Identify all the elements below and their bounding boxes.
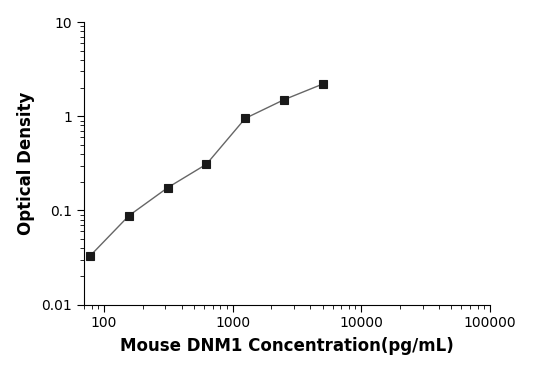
X-axis label: Mouse DNM1 Concentration(pg/mL): Mouse DNM1 Concentration(pg/mL) (120, 337, 454, 355)
Y-axis label: Optical Density: Optical Density (17, 92, 35, 235)
